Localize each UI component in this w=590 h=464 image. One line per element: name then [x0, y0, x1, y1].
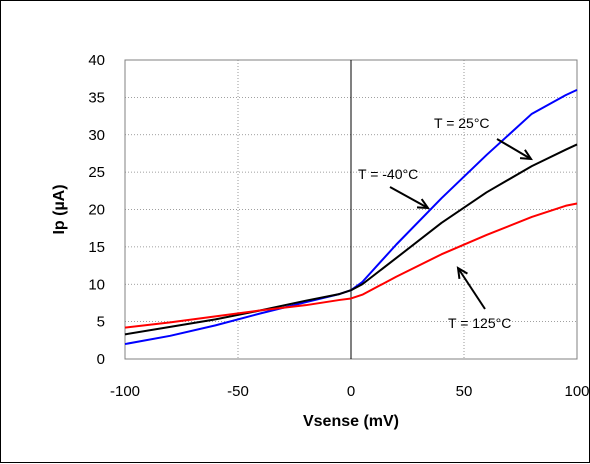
annotation-arrow-shaft: [457, 267, 486, 310]
y-tick-label: 5: [97, 314, 105, 331]
y-tick-label: 40: [88, 52, 105, 69]
annotation-arrow-head: [456, 266, 468, 280]
annotation-label: T = 125°C: [448, 315, 511, 331]
y-tick-label: 35: [88, 89, 105, 106]
y-tick-label: 25: [88, 164, 105, 181]
annotations: T = 25°C T = -40°C T = 125°C: [358, 115, 533, 331]
x-tick-label: 50: [456, 383, 473, 400]
series-line: [124, 202, 578, 329]
x-axis-title: Vsense (mV): [303, 413, 399, 430]
annotation-arrow-head: [416, 198, 431, 210]
x-tick-label: 100: [564, 383, 589, 400]
annotation-arrow-shaft: [389, 186, 429, 209]
annotation-label: T = 25°C: [434, 115, 490, 131]
y-tick-label: 30: [88, 127, 105, 144]
annotation-arrow-head: [519, 149, 533, 161]
y-tick-label: 10: [88, 276, 105, 293]
series-lines: [124, 88, 578, 346]
x-tick-label: 0: [347, 383, 355, 400]
y-tick-label: 15: [88, 239, 105, 256]
x-tick-label: -100: [110, 383, 140, 400]
y-tick-label: 20: [88, 202, 105, 219]
y-axis-title: Ip (µA): [51, 184, 68, 234]
y-axis-ticks: 0 5 10 15 20 25 30 35 40: [88, 52, 105, 368]
y-tick-label: 0: [97, 351, 105, 368]
series-line: [124, 143, 578, 336]
annotation-arrow-shaft: [496, 138, 532, 160]
x-tick-label: -50: [227, 383, 249, 400]
x-axis-ticks: -100 -50 0 50 100: [110, 383, 590, 400]
annotation-label: T = -40°C: [358, 166, 418, 182]
